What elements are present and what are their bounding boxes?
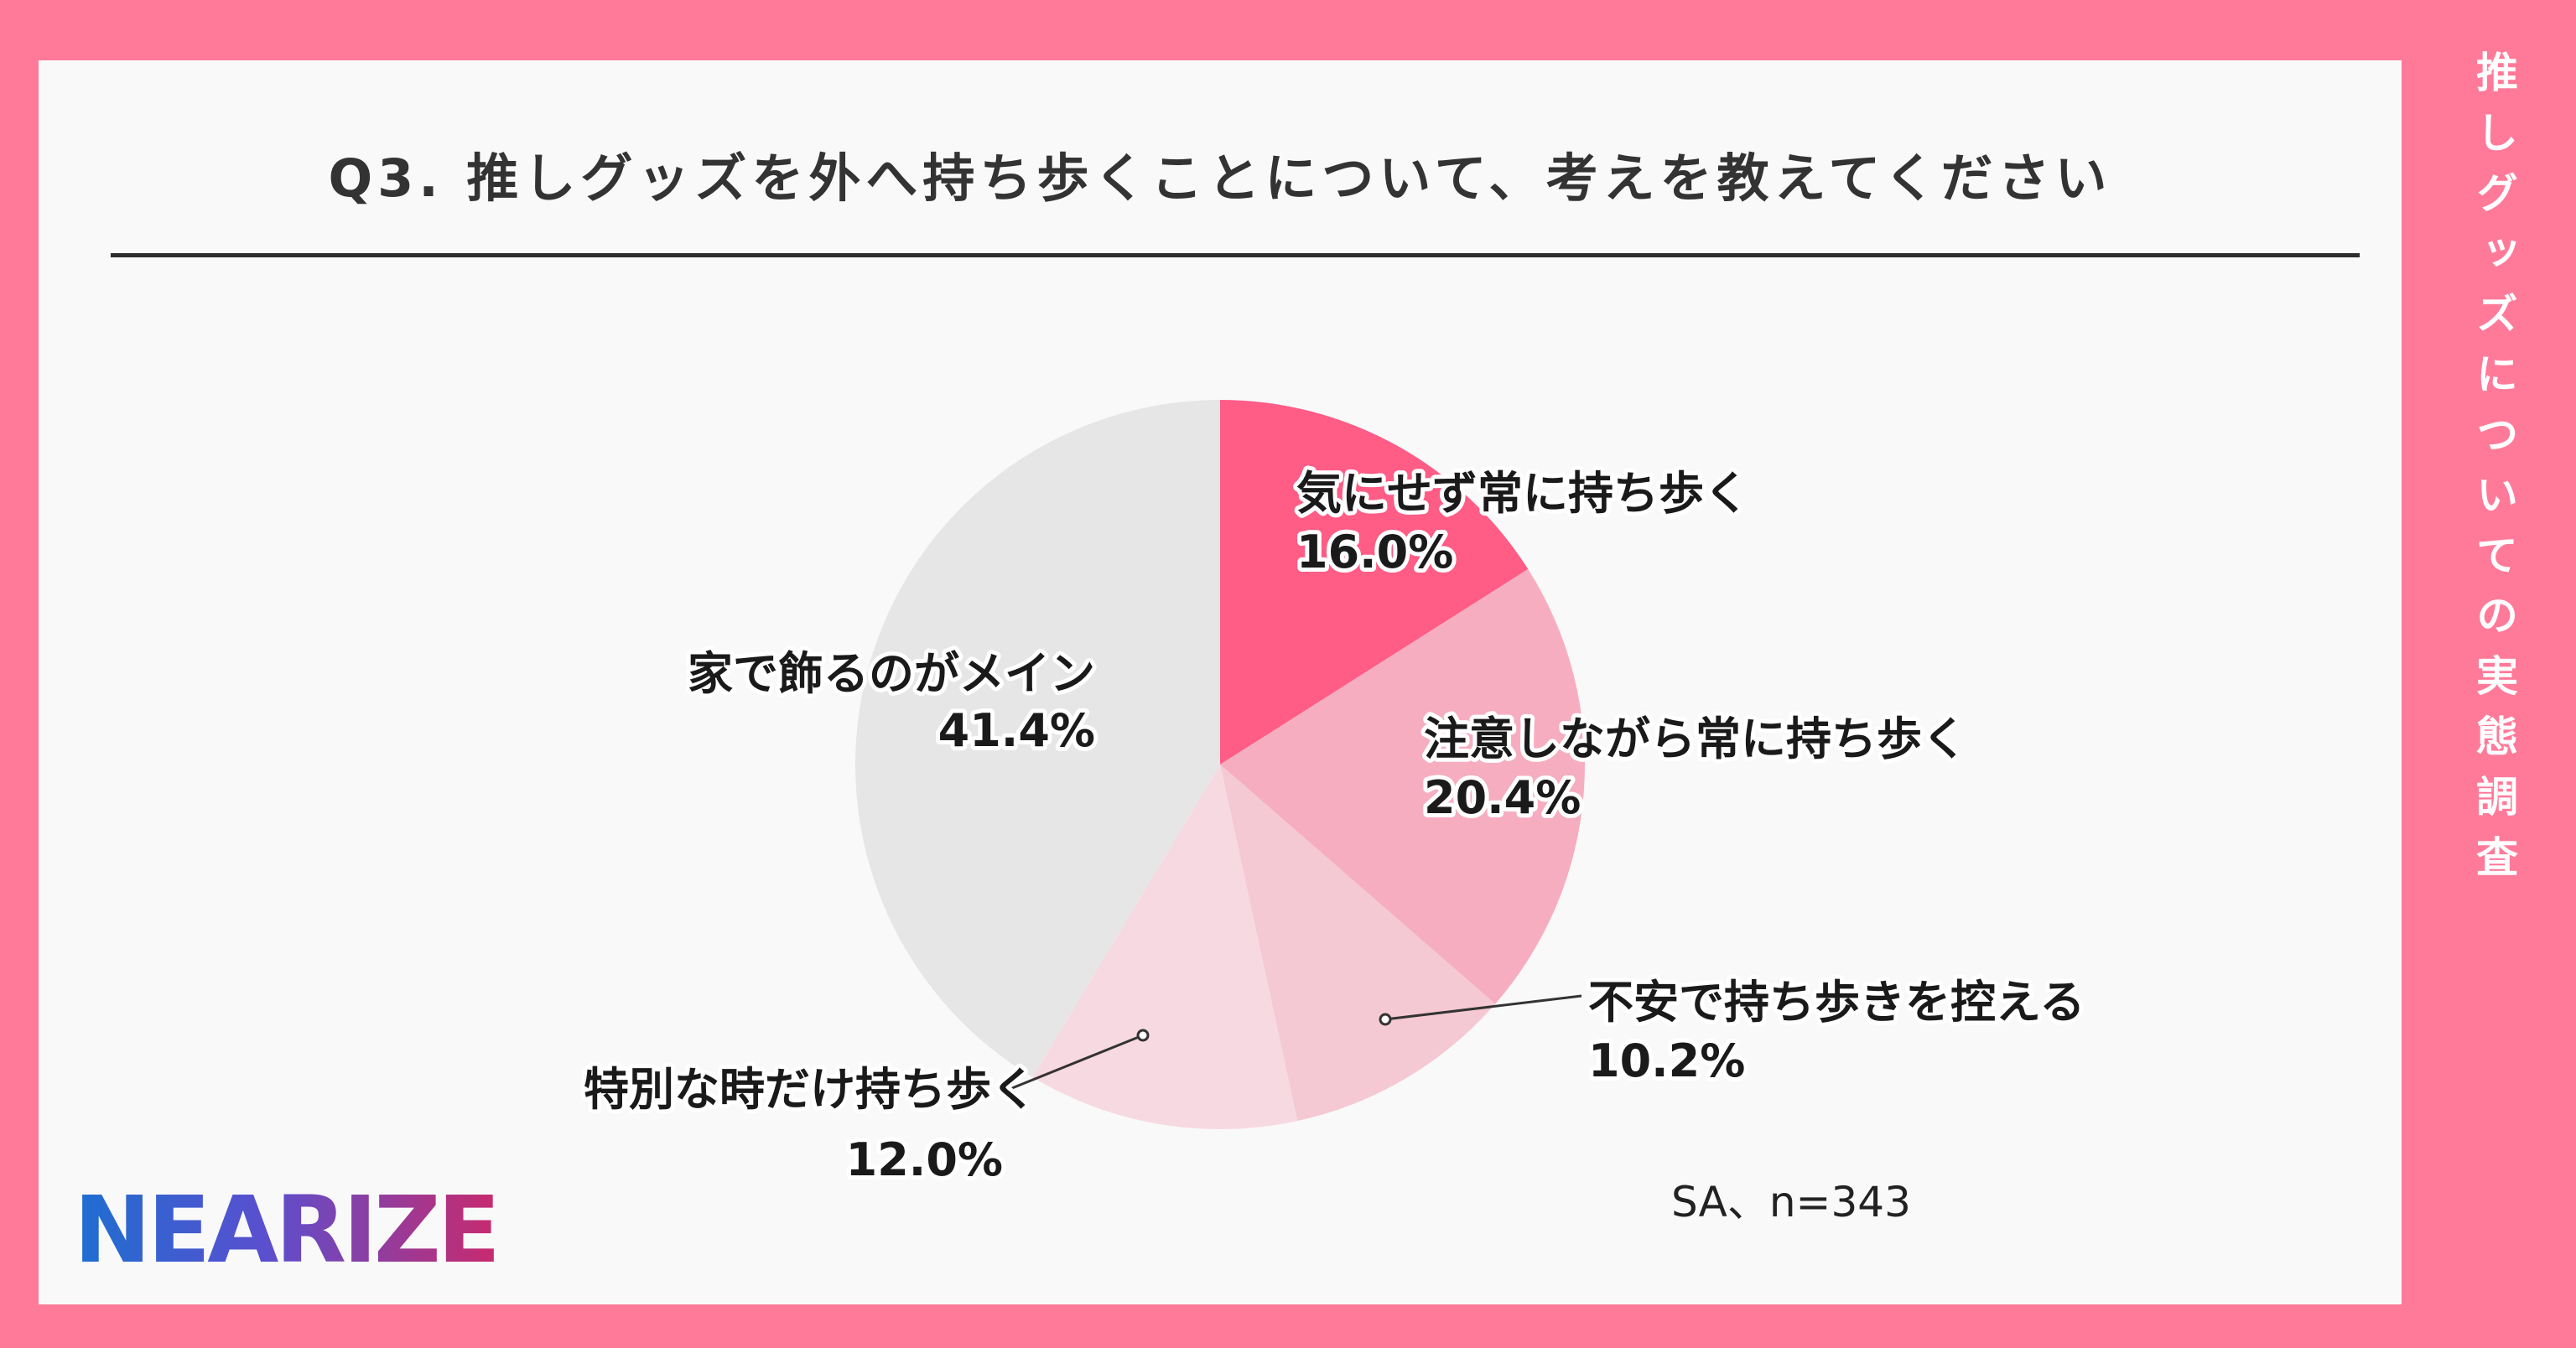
label-refrain-anxious: 不安で持ち歩きを控える — [1588, 976, 2085, 1029]
leader-dot-special-occasions — [1136, 1029, 1150, 1042]
label-carry-carefully: 注意しながら常に持ち歩く — [1424, 713, 1967, 765]
brand-logo: NEARIZE — [74, 1176, 501, 1283]
slice-display-at-home — [855, 400, 1220, 1078]
pie-chart: 気にせず常に持ち歩く 16.0% 注意しながら常に持ち歩く 20.4% 不安で持ち歩きを… — [579, 400, 2089, 1190]
value-carry-freely: 16.0% — [1296, 526, 1453, 578]
value-special-occasions: 12.0% — [846, 1133, 1003, 1186]
label-carry-freely: 気にせず常に持ち歩く — [1296, 467, 1749, 520]
leader-dot-refrain-anxious — [1379, 1013, 1392, 1026]
side-title: 推しグッズについての実態調査 — [2470, 50, 2518, 895]
value-carry-carefully: 20.4% — [1424, 771, 1581, 824]
chart-title: Q3. 推しグッズを外へ持ち歩くことについて、考えを教えてください — [328, 148, 2112, 209]
label-display-at-home: 家で飾るのがメイン — [688, 647, 1095, 700]
chart-card: Q3. 推しグッズを外へ持ち歩くことについて、考えを教えてください 気にせず常に… — [39, 60, 2402, 1304]
slice-carry-freely — [1220, 400, 1529, 765]
value-display-at-home: 41.4% — [938, 704, 1095, 757]
slice-carry-carefully — [1220, 568, 1585, 1004]
sample-size-note: SA、n=343 — [1671, 1178, 1911, 1226]
leader-line-refrain-anxious — [1384, 994, 1582, 1021]
title-divider — [111, 253, 2360, 257]
leader-line-special-occasions — [1007, 1034, 1144, 1091]
value-refrain-anxious: 10.2% — [1588, 1034, 1745, 1087]
label-special-occasions: 特別な時だけ持ち歩く — [584, 1063, 1036, 1116]
slice-special-occasions — [1032, 765, 1298, 1130]
slice-refrain-anxious — [1220, 765, 1496, 1122]
